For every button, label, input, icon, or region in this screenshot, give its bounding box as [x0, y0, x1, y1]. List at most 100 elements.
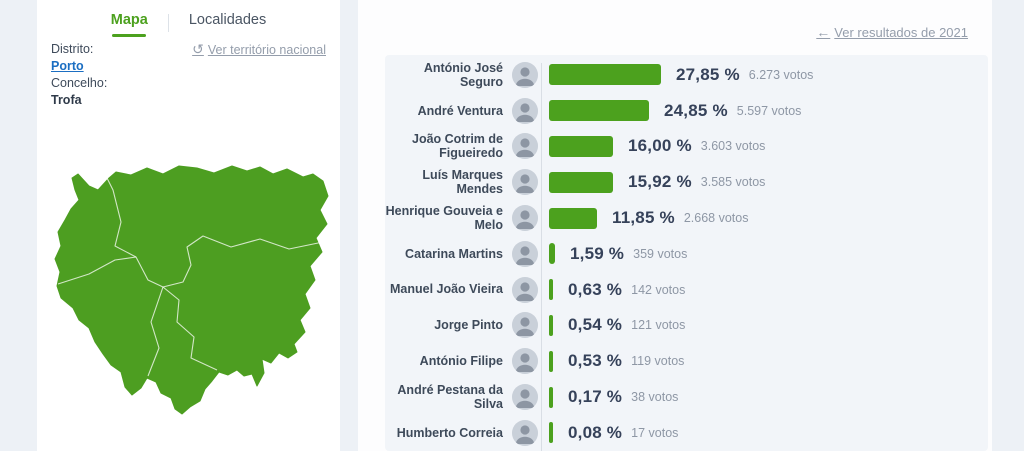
candidate-name: André Ventura: [417, 103, 503, 118]
results-panel: ← Ver resultados de 2021 António José Se…: [358, 0, 992, 451]
percent-value: 0,54 %: [568, 315, 623, 335]
bar-zone: 0,08 % 17 votos: [546, 422, 988, 444]
person-icon: [512, 276, 538, 303]
candidate-avatar: [512, 97, 538, 124]
candidate-name: Humberto Correia: [396, 425, 503, 440]
candidate-avatar: [512, 348, 538, 375]
percent-value: 0,08 %: [568, 422, 623, 442]
reset-zoom-icon: ↺: [192, 41, 204, 57]
trofa-map-svg: [54, 165, 329, 415]
person-icon: [512, 384, 538, 411]
candidate-row: António José Seguro 27,85 % 6.273 votos: [385, 57, 988, 93]
back-arrow-icon: ←: [816, 24, 831, 40]
percent-value: 11,85 %: [612, 208, 675, 228]
candidate-name: Henrique Gouveia e Melo: [385, 203, 503, 233]
municipality-map[interactable]: [51, 160, 331, 420]
result-bar: [549, 243, 555, 265]
tab-separator: [167, 14, 169, 32]
map-tabs: Mapa Localidades: [37, 0, 340, 37]
candidate-name: André Pestana da Silva: [397, 382, 503, 412]
result-bar: [549, 135, 613, 157]
votes-value: 119 votos: [631, 354, 685, 369]
result-bar: [549, 207, 597, 229]
candidate-avatar: [512, 133, 538, 160]
votes-value: 121 votos: [631, 318, 686, 333]
candidate-name: João Cotrim de Figueiredo: [412, 132, 503, 161]
candidate-row: Jorge Pinto 0,54 % 121 votos: [385, 308, 988, 344]
candidate-row: João Cotrim de Figueiredo 16,00 % 3.603 …: [385, 129, 988, 165]
percent-value: 0,17 %: [568, 387, 623, 407]
bar-zone: 24,85 % 5.597 votos: [546, 100, 988, 122]
district-label: Distrito:: [51, 42, 94, 56]
result-bar: [549, 314, 553, 336]
bar-zone: 27,85 % 6.273 votos: [546, 64, 988, 86]
location-labels: Distrito: Porto Concelho: Trofa: [51, 41, 107, 109]
result-bar: [549, 386, 553, 408]
candidate-row: António Filipe 0,53 % 119 votos: [385, 343, 988, 379]
bar-zone: 0,63 % 142 votos: [546, 279, 988, 301]
person-icon: [512, 419, 538, 446]
tab-localidades[interactable]: Localidades: [188, 12, 267, 28]
percent-value: 0,63 %: [568, 279, 623, 299]
candidate-avatar: [512, 240, 538, 267]
result-bar: [549, 171, 613, 193]
candidate-avatar: [512, 205, 538, 232]
result-bar: [549, 100, 649, 122]
municipality-label: Concelho:: [51, 76, 108, 90]
person-icon: [512, 240, 538, 267]
bar-zone: 15,92 % 3.585 votos: [546, 171, 988, 193]
results-2021-link[interactable]: ← Ver resultados de 2021: [816, 24, 968, 40]
candidate-avatar: [512, 419, 538, 446]
person-icon: [512, 61, 538, 88]
result-bar: [549, 64, 661, 86]
votes-value: 142 votos: [631, 282, 686, 297]
candidate-name: Jorge Pinto: [434, 318, 503, 333]
candidate-name: Manuel João Vieira: [389, 282, 503, 297]
votes-value: 38 votos: [631, 390, 679, 405]
result-bar: [549, 422, 553, 444]
candidate-row: André Pestana da Silva 0,17 % 38 votos: [385, 379, 988, 415]
bar-zone: 16,00 % 3.603 votos: [546, 135, 988, 157]
candidate-avatar: [512, 384, 538, 411]
person-icon: [512, 169, 538, 196]
votes-value: 6.273 votos: [748, 67, 814, 82]
candidate-name: Catarina Martins: [405, 246, 503, 261]
votes-value: 3.585 votos: [700, 175, 766, 190]
percent-value: 27,85 %: [676, 64, 740, 84]
candidate-row: André Ventura 24,85 % 5.597 votos: [385, 93, 988, 129]
district-link[interactable]: Porto: [51, 59, 84, 73]
candidate-avatar: [512, 276, 538, 303]
municipality-value: Trofa: [51, 93, 82, 107]
bar-zone: 0,17 % 38 votos: [546, 386, 988, 408]
person-icon: [512, 97, 538, 124]
candidate-row: Catarina Martins 1,59 % 359 votos: [385, 236, 988, 272]
percent-value: 1,59 %: [570, 243, 625, 263]
municipality-shape: [54, 165, 329, 415]
candidates-bar-chart: António José Seguro 27,85 % 6.273 votos …: [385, 55, 988, 451]
votes-value: 17 votos: [631, 425, 679, 440]
candidate-row: Humberto Correia 0,08 % 17 votos: [385, 415, 988, 451]
votes-value: 2.668 votos: [683, 211, 749, 226]
candidate-row: Luís Marques Mendes 15,92 % 3.585 votos: [385, 164, 988, 200]
candidate-avatar: [512, 169, 538, 196]
person-icon: [512, 348, 538, 375]
national-territory-label: Ver território nacional: [207, 42, 326, 57]
tab-mapa[interactable]: Mapa: [91, 12, 168, 37]
bar-zone: 1,59 % 359 votos: [546, 243, 988, 265]
results-2021-label: Ver resultados de 2021: [834, 24, 968, 40]
map-panel: Mapa Localidades Distrito: Porto Concelh…: [37, 0, 340, 451]
parish-borders: [57, 177, 324, 377]
votes-value: 5.597 votos: [736, 103, 802, 118]
percent-value: 0,53 %: [568, 351, 623, 371]
candidate-name: António Filipe: [419, 354, 503, 369]
candidate-name: António José Seguro: [423, 60, 503, 89]
bar-zone: 0,54 % 121 votos: [546, 314, 988, 336]
bar-zone: 0,53 % 119 votos: [546, 350, 988, 372]
national-territory-link[interactable]: ↺ Ver território nacional: [192, 41, 326, 58]
person-icon: [512, 312, 538, 339]
percent-value: 16,00 %: [628, 136, 692, 156]
result-bar: [549, 350, 553, 372]
candidate-avatar: [512, 61, 538, 88]
bar-zone: 11,85 % 2.668 votos: [546, 207, 988, 229]
